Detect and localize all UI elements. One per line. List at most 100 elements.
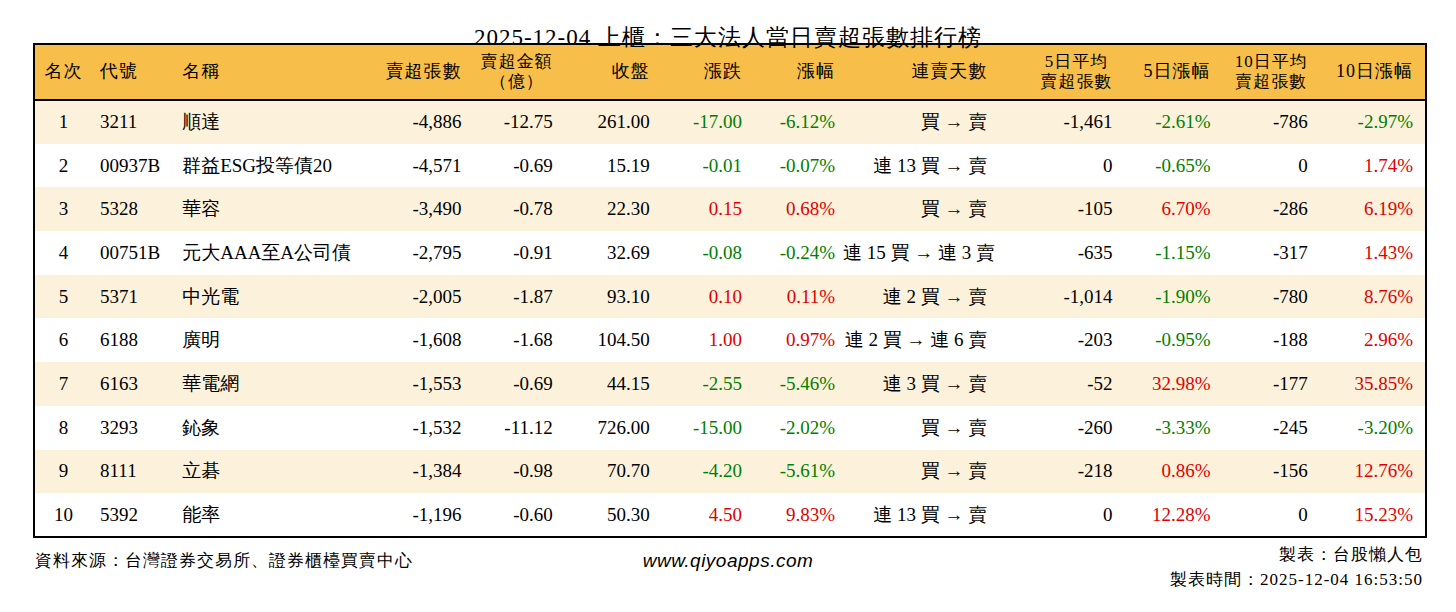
cell-change-pct: 0.97% [750, 318, 843, 362]
cell-change-pct: 0.68% [750, 187, 843, 231]
cell-pct5: 0.86% [1120, 450, 1218, 494]
cell-sell-volume: -2,795 [361, 231, 469, 275]
cell-avg5: 0 [995, 144, 1120, 188]
cell-pct10: 15.23% [1316, 493, 1426, 537]
cell-rank: 3 [34, 187, 92, 231]
cell-streak: 連 15 買 → 連 3 賣 [843, 231, 995, 275]
cell-streak: 連 13 買 → 賣 [843, 144, 995, 188]
data-source: 資料來源：台灣證券交易所、證券櫃檯買賣中心 [35, 549, 413, 572]
cell-code: 8111 [92, 450, 176, 494]
cell-avg10: -286 [1219, 187, 1316, 231]
cell-change-pct: 9.83% [750, 493, 843, 537]
header-sell-volume: 賣超張數 [361, 44, 469, 100]
cell-streak: 買 → 賣 [843, 187, 995, 231]
cell-sell-amount: -11.12 [470, 406, 561, 450]
website-link[interactable]: www.qiyoapps.com [643, 550, 814, 572]
cell-close: 32.69 [561, 231, 658, 275]
cell-close: 15.19 [561, 144, 658, 188]
cell-pct10: 6.19% [1316, 187, 1426, 231]
cell-name: 華容 [176, 187, 361, 231]
cell-streak: 買 → 賣 [843, 450, 995, 494]
cell-sell-amount: -1.68 [470, 318, 561, 362]
cell-pct5: 12.28% [1120, 493, 1218, 537]
cell-avg5: -1,014 [995, 275, 1120, 319]
table-row: 400751B元大AAA至A公司債-2,795-0.9132.69-0.08-0… [34, 231, 1426, 275]
generated-time: 製表時間：2025-12-04 16:53:50 [1170, 568, 1423, 593]
cell-name: 華電網 [176, 362, 361, 406]
cell-pct10: 8.76% [1316, 275, 1426, 319]
credit-block: 製表：台股懶人包 製表時間：2025-12-04 16:53:50 [1170, 543, 1423, 592]
cell-pct5: 32.98% [1120, 362, 1218, 406]
table-row: 98111立碁-1,384-0.9870.70-4.20-5.61%買 → 賣-… [34, 450, 1426, 494]
cell-change-pct: -5.46% [750, 362, 843, 406]
cell-rank: 2 [34, 144, 92, 188]
table-row: 66188廣明-1,608-1.68104.501.000.97%連 2 買 →… [34, 318, 1426, 362]
cell-sell-volume: -1,532 [361, 406, 469, 450]
cell-avg5: -52 [995, 362, 1120, 406]
cell-pct5: -0.95% [1120, 318, 1218, 362]
cell-avg10: -177 [1219, 362, 1316, 406]
header-avg10: 10日平均 賣超張數 [1219, 44, 1316, 100]
cell-avg5: 0 [995, 493, 1120, 537]
cell-change: -15.00 [658, 406, 750, 450]
cell-change-pct: 0.11% [750, 275, 843, 319]
header-code: 代號 [92, 44, 176, 100]
cell-avg10: -188 [1219, 318, 1316, 362]
cell-change: 4.50 [658, 493, 750, 537]
cell-pct10: 2.96% [1316, 318, 1426, 362]
cell-avg10: 0 [1219, 144, 1316, 188]
cell-code: 5328 [92, 187, 176, 231]
header-rank: 名次 [34, 44, 92, 100]
author-line: 製表：台股懶人包 [1170, 543, 1423, 568]
cell-sell-amount: -0.69 [470, 144, 561, 188]
cell-sell-volume: -4,571 [361, 144, 469, 188]
cell-name: 元大AAA至A公司債 [176, 231, 361, 275]
ranking-table: 名次 代號 名稱 賣超張數 賣超金額 （億） 收盤 漲跌 漲幅 連賣天數 5日平… [33, 43, 1427, 538]
cell-code: 3211 [92, 100, 176, 144]
header-sell-amount: 賣超金額 （億） [470, 44, 561, 100]
header-name: 名稱 [176, 44, 361, 100]
cell-rank: 5 [34, 275, 92, 319]
table-row: 105392能率-1,196-0.6050.304.509.83%連 13 買 … [34, 493, 1426, 537]
cell-pct5: -2.61% [1120, 100, 1218, 144]
footer: 資料來源：台灣證券交易所、證券櫃檯買賣中心 www.qiyoapps.com 製… [33, 543, 1423, 591]
cell-avg10: -786 [1219, 100, 1316, 144]
cell-sell-amount: -0.91 [470, 231, 561, 275]
cell-sell-amount: -0.60 [470, 493, 561, 537]
cell-avg10: -245 [1219, 406, 1316, 450]
cell-change: -0.08 [658, 231, 750, 275]
cell-close: 50.30 [561, 493, 658, 537]
table-body: 13211順達-4,886-12.75261.00-17.00-6.12%買 →… [34, 100, 1426, 537]
table-row: 55371中光電-2,005-1.8793.100.100.11%連 2 買 →… [34, 275, 1426, 319]
cell-rank: 4 [34, 231, 92, 275]
cell-change-pct: -5.61% [750, 450, 843, 494]
cell-sell-volume: -1,384 [361, 450, 469, 494]
cell-avg5: -1,461 [995, 100, 1120, 144]
header-avg5: 5日平均 賣超張數 [995, 44, 1120, 100]
cell-avg10: 0 [1219, 493, 1316, 537]
cell-change: -17.00 [658, 100, 750, 144]
cell-sell-volume: -3,490 [361, 187, 469, 231]
cell-pct10: -3.20% [1316, 406, 1426, 450]
cell-change: 1.00 [658, 318, 750, 362]
table-row: 200937B群益ESG投等債20-4,571-0.6915.19-0.01-0… [34, 144, 1426, 188]
cell-code: 00751B [92, 231, 176, 275]
cell-change: -2.55 [658, 362, 750, 406]
cell-streak: 連 3 買 → 賣 [843, 362, 995, 406]
cell-avg10: -317 [1219, 231, 1316, 275]
cell-pct5: 6.70% [1120, 187, 1218, 231]
cell-name: 中光電 [176, 275, 361, 319]
cell-name: 能率 [176, 493, 361, 537]
table-row: 76163華電網-1,553-0.6944.15-2.55-5.46%連 3 買… [34, 362, 1426, 406]
cell-pct5: -3.33% [1120, 406, 1218, 450]
cell-name: 鈊象 [176, 406, 361, 450]
cell-avg10: -780 [1219, 275, 1316, 319]
cell-sell-volume: -1,608 [361, 318, 469, 362]
cell-avg5: -105 [995, 187, 1120, 231]
cell-streak: 連 2 買 → 連 6 賣 [843, 318, 995, 362]
cell-code: 3293 [92, 406, 176, 450]
cell-close: 70.70 [561, 450, 658, 494]
cell-close: 93.10 [561, 275, 658, 319]
cell-code: 5392 [92, 493, 176, 537]
cell-pct10: 35.85% [1316, 362, 1426, 406]
